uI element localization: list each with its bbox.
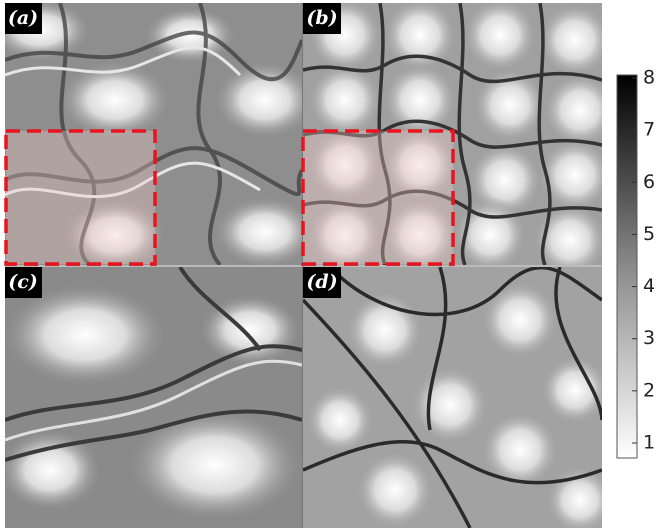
panel-label: (d) xyxy=(306,271,337,293)
panel-label: (c) xyxy=(8,271,38,293)
panel-d-field xyxy=(303,267,615,531)
colorbar-tick-label: 2 xyxy=(643,379,655,401)
highlight-box xyxy=(6,131,155,264)
panel-c-field xyxy=(0,267,302,528)
colorbar xyxy=(617,75,637,458)
panel-label: (a) xyxy=(8,7,38,29)
colorbar-tick-label: 3 xyxy=(643,327,655,349)
colorbar-tick-label: 7 xyxy=(643,119,655,141)
colorbar-tick-label: 6 xyxy=(643,171,655,193)
highlight-box xyxy=(303,131,453,264)
colorbar-tick-label: 4 xyxy=(643,275,655,297)
figure: (a) (b) (c) (d) 8 7 6 5 4 3 2 1 xyxy=(0,0,657,531)
panel-label: (b) xyxy=(306,7,337,29)
colorbar-tick-label: 1 xyxy=(643,432,655,454)
colorbar-tick-label: 5 xyxy=(643,223,655,245)
colorbar-tick-label: 8 xyxy=(643,67,655,89)
page: (a) (b) (c) (d) 87654321 (() => { const … xyxy=(0,0,657,531)
